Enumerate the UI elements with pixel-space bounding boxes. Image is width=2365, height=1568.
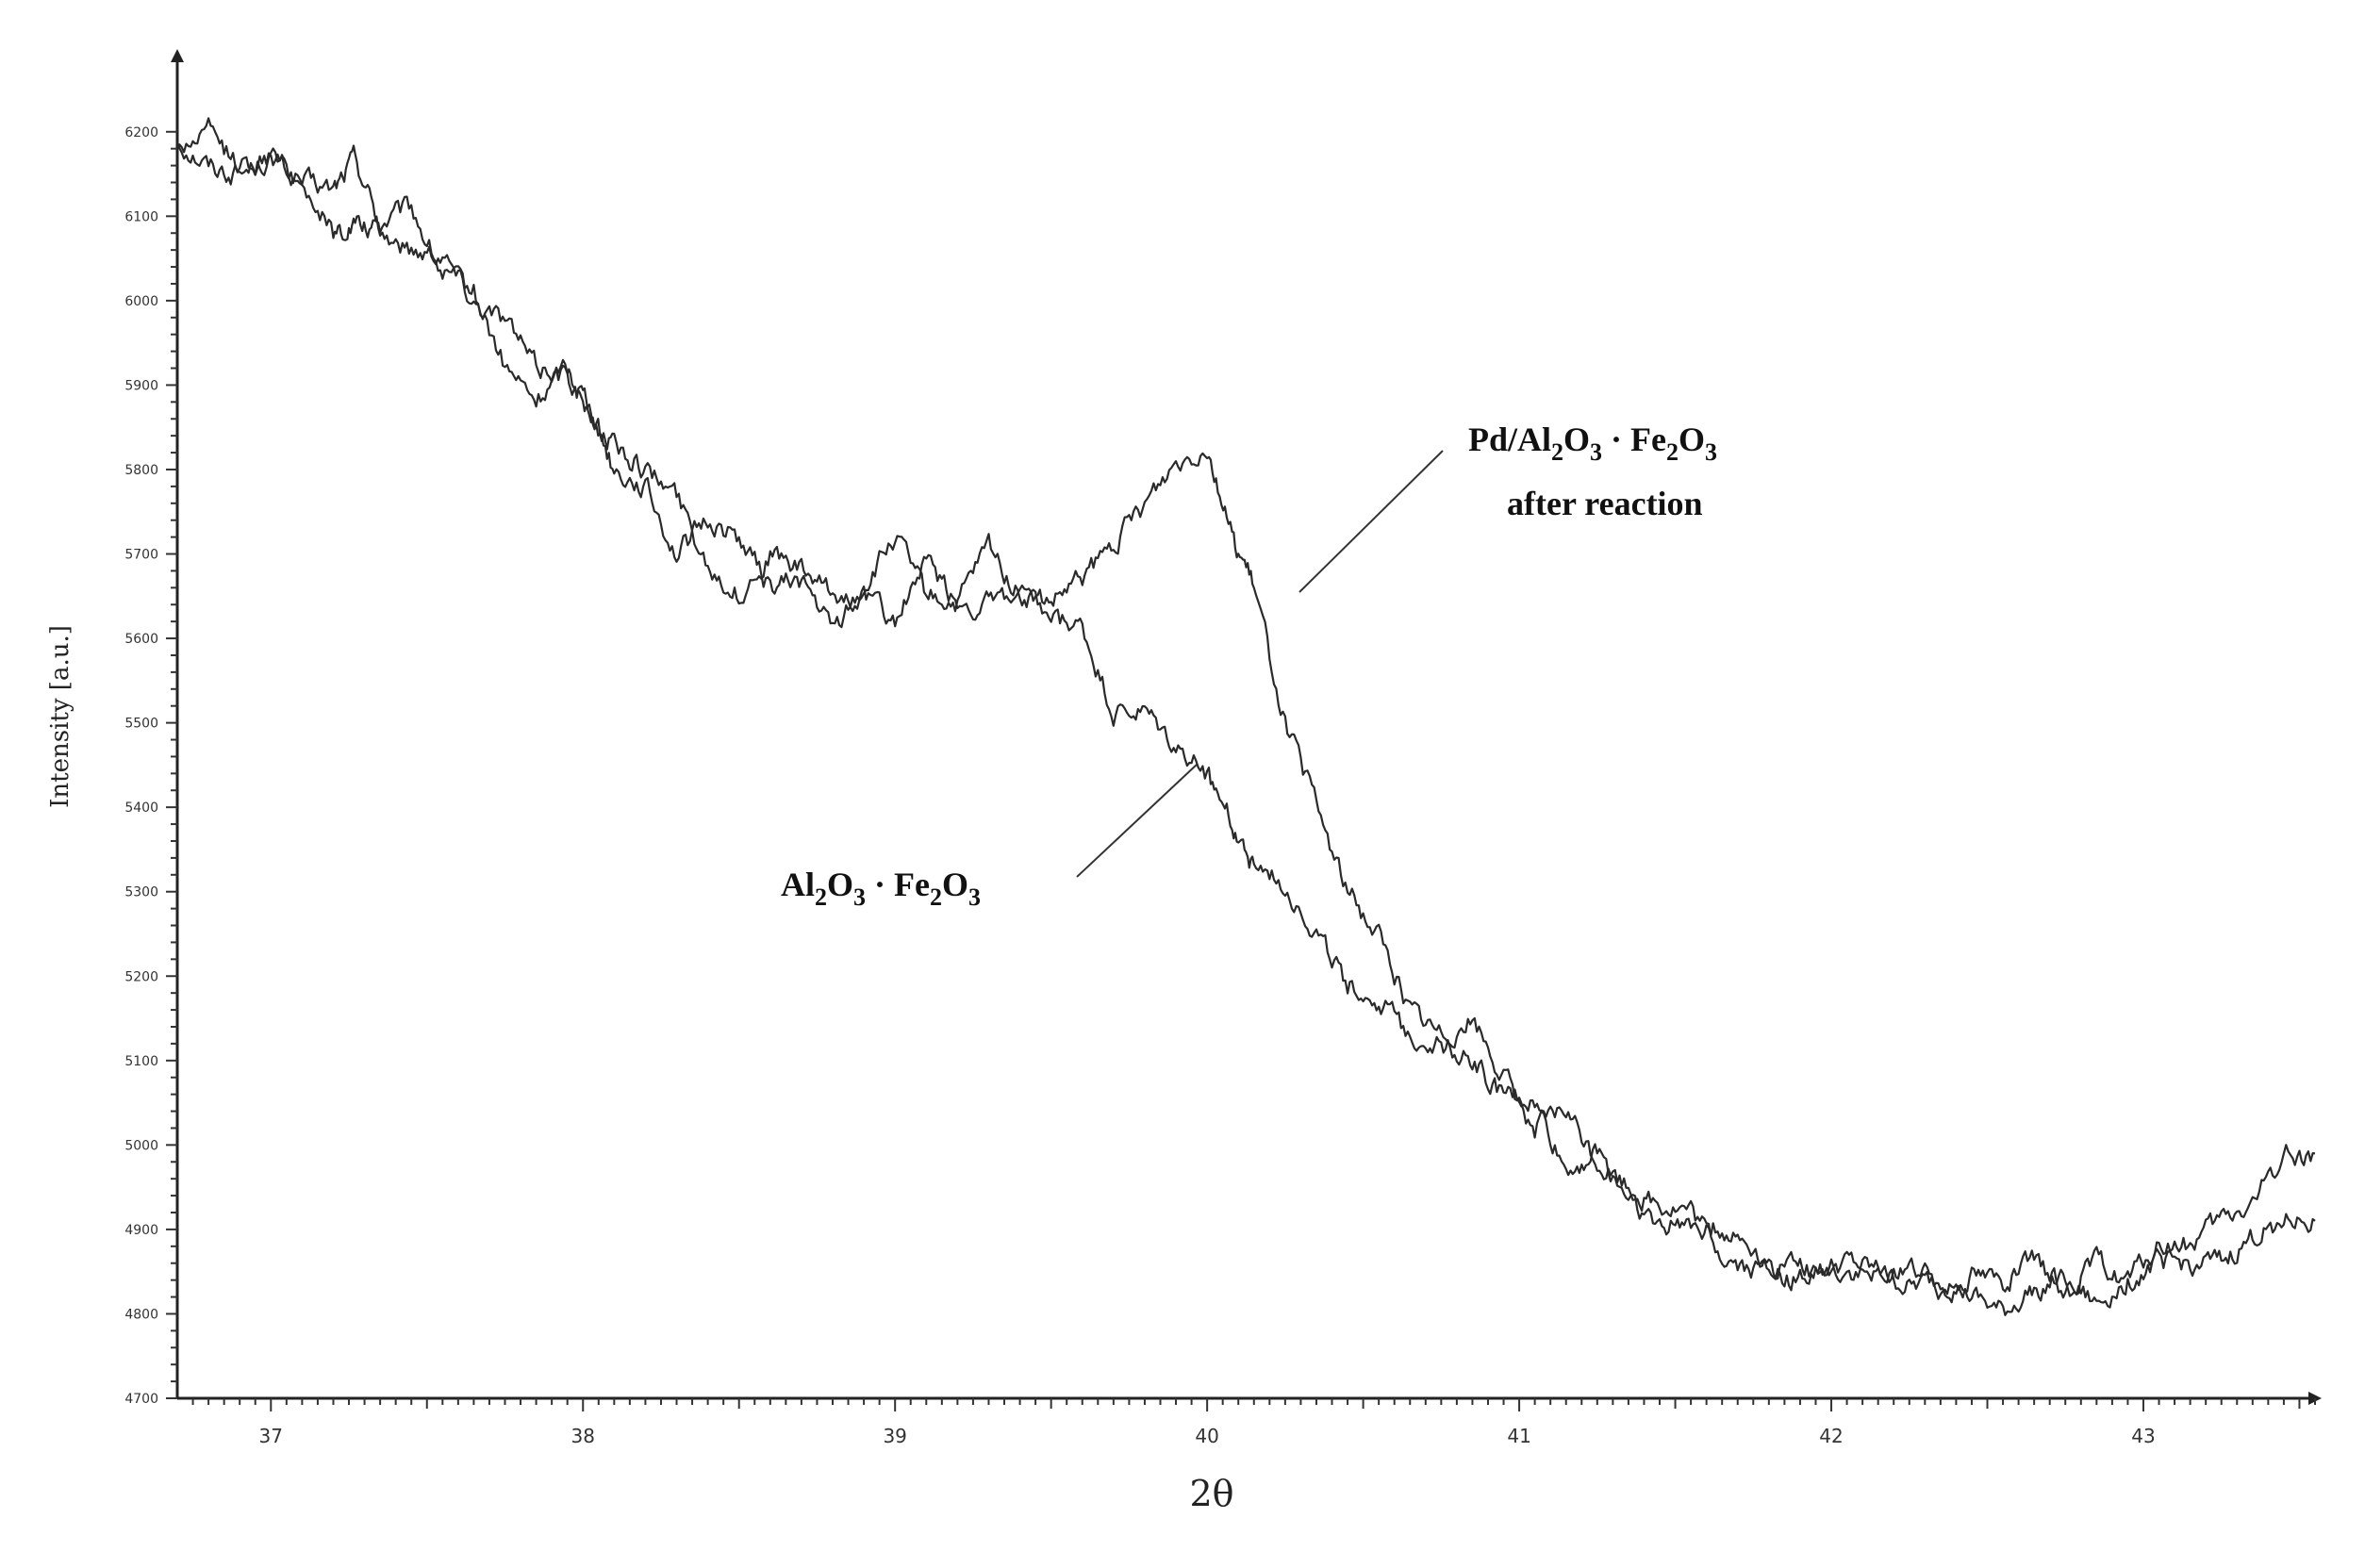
y-tick-label: 5300 (124, 885, 158, 900)
annotation-alfe-part: O (942, 866, 968, 903)
y-tick-label: 6000 (124, 294, 158, 309)
y-axis-title: Intensity [a.u.] (46, 625, 74, 808)
series-line-al2o3-fe2o3 (175, 117, 2316, 1316)
y-tick-label: 4700 (124, 1392, 158, 1407)
annotation-alfe-sub: 3 (968, 883, 981, 911)
annotation-pd-part: O (1563, 421, 1590, 458)
y-tick-label: 5700 (124, 548, 158, 563)
annotation-pd-part: · Fe (1602, 421, 1666, 458)
annotation-leader-alfe (1076, 763, 1199, 878)
x-axis-title: 2θ (1189, 1473, 1233, 1514)
y-tick-label: 4800 (124, 1307, 158, 1322)
series-line-pd-after-reaction (175, 141, 2316, 1300)
x-tick-label: 37 (259, 1425, 283, 1447)
annotation-pd-part: O (1679, 421, 1705, 458)
axes (171, 49, 2322, 1405)
annotation-alfe-part: · Fe (866, 866, 930, 903)
annotation-alfe-part: O (827, 866, 853, 903)
annotation-pd-line2: after reaction (1507, 485, 1703, 522)
y-tick-label: 6200 (124, 125, 158, 140)
y-tick-label: 5000 (124, 1138, 158, 1153)
annotation-pd-part: Pd/Al (1468, 421, 1551, 458)
annotation-pd-sub: 2 (1666, 438, 1679, 466)
x-tick-label: 39 (883, 1425, 906, 1447)
annotation-pd-sub: 2 (1551, 438, 1563, 466)
y-ticks: 4700 4800 4900 5000 5100 5200 5300 5400 5500 5600… (124, 125, 177, 1407)
annotation-alfe-sub: 2 (815, 883, 827, 911)
y-tick-label: 5200 (124, 969, 158, 984)
annotation-alfe-part: Al (781, 866, 815, 903)
annotation-alfe-sub: 2 (930, 883, 942, 911)
annotation-alfe-label: Al2O3 · Fe2O3 (781, 866, 981, 911)
annotation-leader-pd (1298, 450, 1444, 593)
annotation-pd-label: Pd/Al2O3 · Fe2O3 (1468, 421, 1717, 466)
annotation-pd-sub: 3 (1705, 438, 1717, 466)
y-tick-label: 5600 (124, 632, 158, 647)
y-tick-label: 4900 (124, 1223, 158, 1238)
x-tick-label: 38 (571, 1425, 595, 1447)
x-ticks: 37 38 39 40 41 42 43 (191, 1398, 2316, 1447)
y-tick-label: 5900 (124, 378, 158, 393)
x-tick-label: 42 (1819, 1425, 1843, 1447)
x-tick-label: 40 (1195, 1425, 1218, 1447)
y-tick-label: 5500 (124, 717, 158, 732)
y-tick-label: 5100 (124, 1054, 158, 1069)
y-tick-label: 6100 (124, 209, 158, 224)
x-tick-label: 43 (2131, 1425, 2155, 1447)
annotation-alfe-sub: 3 (853, 883, 866, 911)
x-tick-label: 41 (1507, 1425, 1530, 1447)
series-layer (175, 117, 2316, 1316)
y-tick-label: 5400 (124, 801, 158, 816)
y-axis-arrow (171, 49, 184, 62)
y-tick-label: 5800 (124, 463, 158, 478)
annotation-pd-sub: 3 (1590, 438, 1602, 466)
